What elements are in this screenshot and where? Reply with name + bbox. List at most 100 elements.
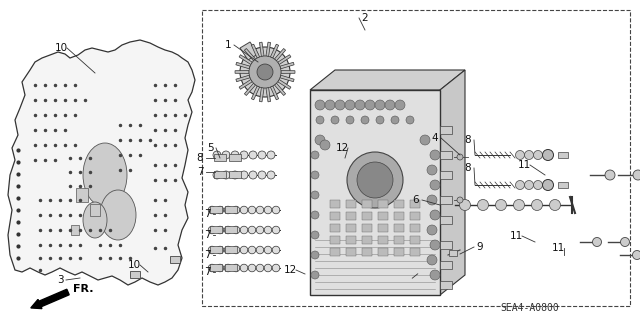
Circle shape (427, 225, 437, 235)
Circle shape (240, 151, 248, 159)
Circle shape (208, 206, 216, 214)
Circle shape (232, 206, 240, 214)
Circle shape (550, 199, 561, 211)
Text: 8: 8 (465, 163, 471, 173)
Circle shape (264, 264, 272, 272)
Text: 7: 7 (196, 167, 204, 177)
Text: 12: 12 (335, 143, 349, 153)
Polygon shape (244, 83, 255, 95)
Text: 2: 2 (362, 13, 368, 23)
Polygon shape (240, 42, 258, 60)
Circle shape (249, 56, 281, 88)
Circle shape (240, 47, 290, 97)
Bar (210, 226, 222, 233)
Circle shape (257, 64, 273, 80)
Circle shape (248, 246, 256, 254)
Circle shape (430, 180, 440, 190)
Text: 7: 7 (204, 230, 211, 240)
Polygon shape (244, 48, 255, 61)
Circle shape (430, 210, 440, 220)
Circle shape (391, 116, 399, 124)
Circle shape (632, 250, 640, 259)
Circle shape (311, 191, 319, 199)
Bar (229, 171, 241, 178)
Bar (346, 200, 356, 208)
Circle shape (605, 170, 615, 180)
Bar (558, 152, 568, 158)
Polygon shape (235, 70, 249, 73)
Bar (362, 212, 372, 220)
Circle shape (222, 151, 230, 159)
Circle shape (311, 151, 319, 159)
Circle shape (311, 231, 319, 239)
Polygon shape (440, 70, 465, 295)
Circle shape (534, 181, 543, 189)
Circle shape (216, 246, 224, 254)
Circle shape (375, 100, 385, 110)
Bar (310, 90, 440, 295)
Circle shape (272, 206, 280, 214)
Circle shape (320, 140, 330, 150)
Text: 1: 1 (225, 40, 231, 50)
Circle shape (248, 206, 256, 214)
Circle shape (515, 181, 525, 189)
Bar (225, 226, 237, 233)
Circle shape (335, 100, 345, 110)
Circle shape (256, 206, 264, 214)
Circle shape (315, 100, 325, 110)
Polygon shape (280, 62, 294, 69)
Circle shape (249, 171, 257, 179)
Ellipse shape (83, 143, 127, 207)
Circle shape (531, 199, 543, 211)
Circle shape (430, 270, 440, 280)
Bar (378, 200, 388, 208)
Circle shape (248, 226, 256, 234)
Circle shape (213, 151, 221, 159)
Circle shape (256, 226, 264, 234)
Circle shape (460, 199, 470, 211)
Text: 11: 11 (509, 231, 523, 241)
Circle shape (224, 246, 232, 254)
Bar (558, 182, 568, 188)
Circle shape (311, 251, 319, 259)
Circle shape (633, 170, 640, 180)
Circle shape (593, 238, 602, 247)
Circle shape (216, 206, 224, 214)
Circle shape (264, 226, 272, 234)
Circle shape (534, 151, 543, 160)
Bar (394, 200, 404, 208)
Circle shape (256, 246, 264, 254)
Bar (346, 236, 356, 244)
Circle shape (406, 116, 414, 124)
Bar (440, 261, 452, 269)
Bar (71, 225, 79, 235)
Bar (410, 212, 420, 220)
Polygon shape (278, 55, 291, 64)
Bar (378, 236, 388, 244)
Circle shape (621, 238, 630, 247)
Bar (210, 264, 222, 271)
Text: SEA4-A0800: SEA4-A0800 (500, 303, 559, 313)
Text: 6: 6 (413, 195, 419, 205)
Circle shape (315, 135, 325, 145)
Circle shape (224, 264, 232, 272)
Circle shape (240, 246, 248, 254)
Circle shape (376, 116, 384, 124)
Circle shape (267, 171, 275, 179)
Polygon shape (252, 86, 260, 100)
Circle shape (543, 180, 554, 190)
Polygon shape (280, 75, 294, 82)
Polygon shape (278, 79, 291, 89)
Circle shape (208, 246, 216, 254)
Bar (330, 248, 340, 256)
Bar (346, 224, 356, 232)
Polygon shape (236, 75, 250, 82)
Circle shape (331, 116, 339, 124)
Bar (440, 196, 452, 204)
Bar (210, 246, 222, 253)
Bar (214, 171, 226, 178)
Bar (440, 126, 452, 134)
Text: 3: 3 (57, 275, 63, 285)
Bar (330, 212, 340, 220)
Circle shape (427, 255, 437, 265)
